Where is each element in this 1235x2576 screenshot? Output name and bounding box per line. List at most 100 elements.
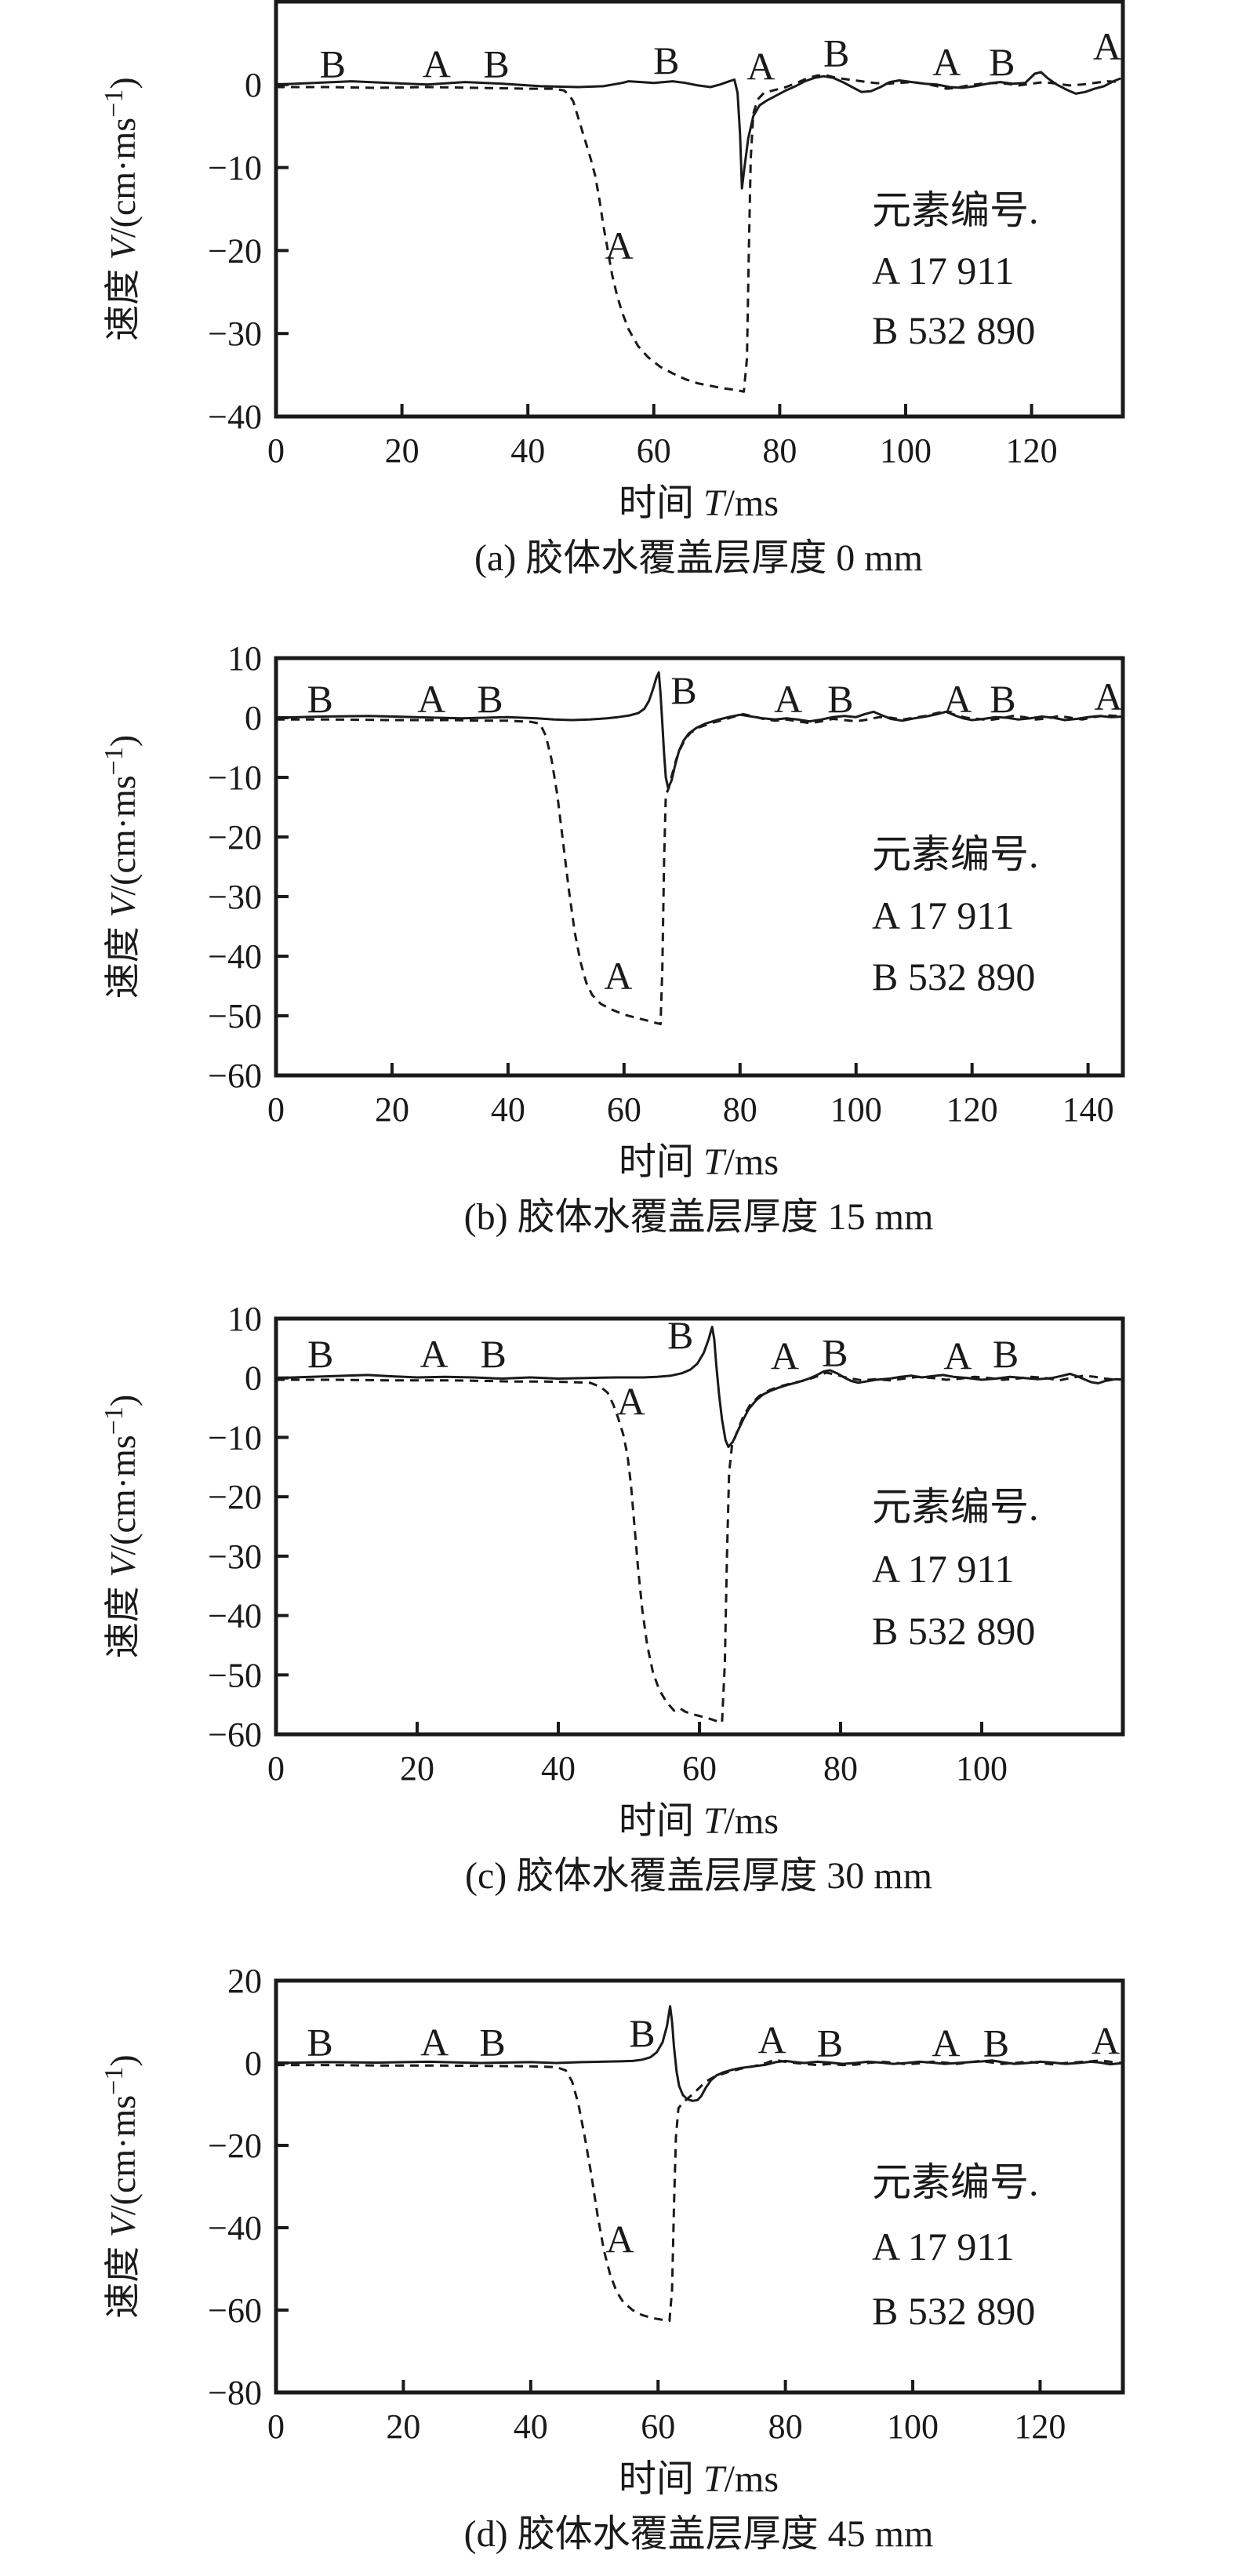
x-axis-title: 时间 T/ms	[619, 1141, 779, 1183]
curve-label-a: A	[605, 224, 634, 267]
x-tick-label: 140	[1062, 1090, 1114, 1129]
caption-a: (a) 胶体水覆盖层厚度 0 mm	[474, 537, 923, 579]
y-tick-label: −10	[208, 149, 262, 187]
x-tick-label: 40	[510, 431, 545, 470]
legend-item: B 532 890	[872, 2289, 1035, 2333]
curve-label-b: B	[477, 677, 503, 721]
legend-title: 元素编号.	[872, 188, 1039, 232]
x-tick-label: 20	[386, 2407, 420, 2446]
y-tick-label: −30	[208, 1537, 262, 1576]
y-tick-label: −20	[208, 818, 262, 857]
y-tick-label: −60	[208, 1057, 262, 1095]
x-tick-label: 60	[607, 1090, 641, 1129]
y-tick-label: −50	[208, 1656, 262, 1694]
x-tick-label: 80	[762, 431, 797, 470]
curve-label-a: A	[746, 44, 775, 88]
curve-label-b: B	[983, 2021, 1009, 2065]
legend-item: B 532 890	[872, 308, 1035, 352]
x-tick-label: 20	[385, 431, 420, 470]
curve-label-b: B	[481, 1332, 507, 1376]
x-axis-title: 时间 T/ms	[619, 482, 779, 524]
x-tick-label: 40	[514, 2407, 548, 2446]
curve-label-a: A	[420, 2021, 449, 2065]
series-b-solid-a	[274, 71, 1121, 190]
y-tick-label: −20	[208, 231, 262, 270]
x-tick-label: 100	[956, 1749, 1008, 1788]
legend-item: A 17 911	[872, 1547, 1015, 1591]
x-tick-label: 60	[641, 2407, 675, 2446]
curve-label-b: B	[989, 40, 1015, 84]
y-tick-label: −20	[208, 2127, 262, 2165]
curve-label-b: B	[990, 677, 1015, 721]
x-tick-label: 60	[682, 1749, 717, 1788]
curve-label-b: B	[307, 2021, 332, 2065]
curve-label-b: B	[822, 1331, 848, 1375]
x-axis-title: 时间 T/ms	[619, 1800, 779, 1842]
y-axis-title: 速度 V/(cm·ms−1)	[100, 77, 143, 340]
caption-c: (c) 胶体水覆盖层厚度 30 mm	[465, 1855, 932, 1897]
curve-label-a: A	[943, 1333, 972, 1377]
x-tick-label: 80	[723, 1090, 757, 1129]
curve-label-a: A	[1093, 24, 1121, 68]
y-tick-label: −50	[208, 997, 262, 1035]
y-axis-title: 速度 V/(cm·ms−1)	[100, 735, 143, 999]
plot-box-b	[274, 656, 1125, 1078]
curve-label-a: A	[423, 42, 451, 86]
x-tick-label: 0	[267, 1090, 285, 1129]
x-tick-label: 120	[1006, 431, 1058, 470]
curve-label-b: B	[670, 668, 696, 712]
y-tick-label: 0	[245, 2044, 262, 2083]
curve-label-a: A	[1094, 675, 1122, 719]
curve-label-b: B	[320, 42, 346, 86]
caption-d: (d) 胶体水覆盖层厚度 45 mm	[464, 2513, 934, 2555]
y-tick-label: −40	[208, 398, 262, 436]
x-tick-label: 100	[887, 2407, 939, 2446]
x-tick-label: 0	[267, 2407, 285, 2446]
legend-item: A 17 911	[872, 249, 1015, 293]
x-tick-label: 40	[491, 1090, 525, 1129]
y-axis-title: 速度 V/(cm·ms−1)	[100, 2054, 143, 2318]
curve-label-a: A	[932, 2021, 960, 2065]
y-tick-label: −10	[208, 1418, 262, 1457]
legend-item: B 532 890	[872, 955, 1035, 999]
curve-label-a: A	[617, 1380, 645, 1424]
curve-label-b: B	[483, 42, 509, 86]
x-tick-label: 80	[823, 1749, 858, 1788]
y-tick-label: −60	[208, 2291, 262, 2330]
curve-label-b: B	[479, 2021, 505, 2065]
curve-label-b: B	[827, 677, 853, 721]
y-tick-label: −40	[208, 937, 262, 976]
x-tick-label: 100	[830, 1090, 882, 1129]
series-a-dashed-a	[276, 74, 1121, 393]
y-tick-label: 10	[227, 1300, 262, 1338]
y-tick-label: 20	[227, 1962, 262, 2000]
curve-label-a: A	[1092, 2018, 1120, 2062]
curve-label-b: B	[823, 31, 849, 75]
x-tick-label: 0	[267, 1749, 285, 1788]
x-axis-title: 时间 T/ms	[619, 2458, 779, 2500]
curve-label-a: A	[774, 677, 802, 721]
curve-label-a: A	[932, 40, 961, 84]
x-tick-label: 20	[375, 1090, 409, 1129]
curve-label-a: A	[771, 1333, 799, 1377]
y-tick-label: −10	[208, 759, 262, 797]
panel-b: 100−10−20−30−40−50−600 20 40 60 80 100 120 140B…	[100, 639, 1125, 1238]
x-tick-label: 20	[400, 1749, 434, 1788]
y-tick-label: −40	[208, 2209, 262, 2247]
x-tick-label: 60	[637, 431, 671, 470]
legend-item: A 17 911	[872, 2225, 1015, 2269]
legend-title: 元素编号.	[872, 1485, 1039, 1529]
y-tick-label: 0	[245, 66, 262, 104]
y-tick-label: −60	[208, 1716, 262, 1754]
series-a-dashed-c	[276, 1371, 1124, 1724]
y-tick-label: −80	[208, 2374, 262, 2412]
plot-box-d	[274, 1978, 1125, 2395]
plot-box-a	[274, 0, 1125, 419]
curve-label-a: A	[605, 2218, 634, 2261]
legend-title: 元素编号.	[872, 832, 1039, 876]
series-a-dashed-b	[276, 710, 1124, 1026]
series-b-solid-b	[274, 671, 1124, 790]
